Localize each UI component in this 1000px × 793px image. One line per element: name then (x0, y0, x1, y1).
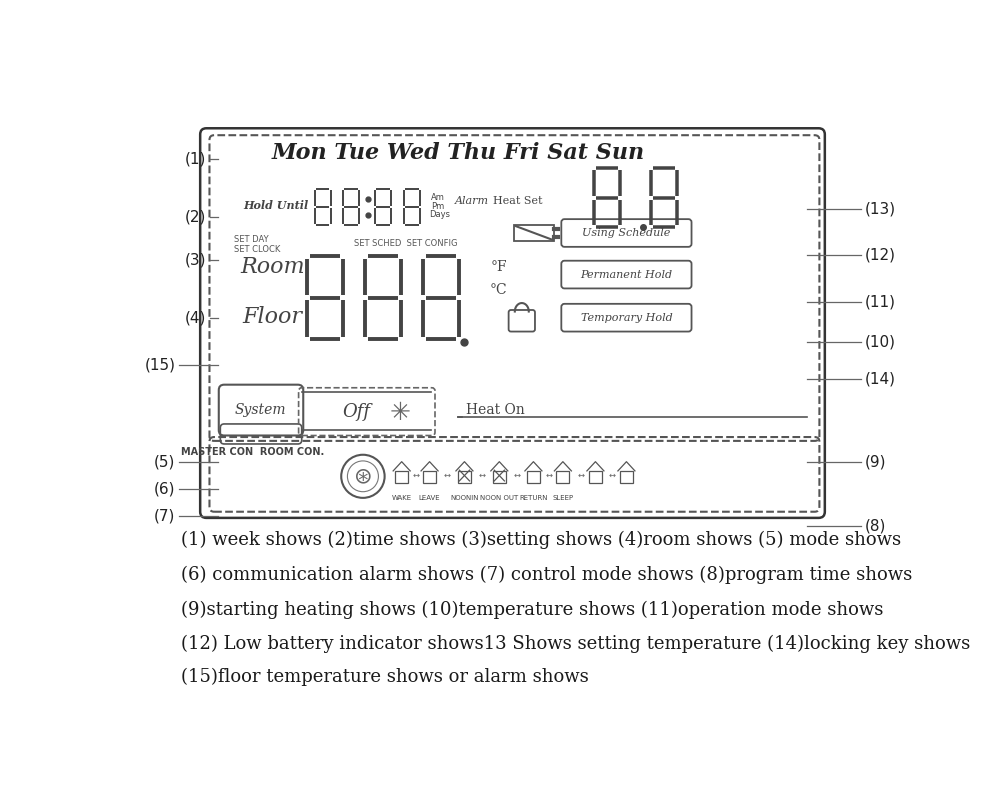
Text: Hold Until: Hold Until (244, 200, 309, 211)
Text: NOON OUT: NOON OUT (480, 495, 518, 501)
Text: (6): (6) (154, 481, 175, 496)
Text: Heat On: Heat On (466, 403, 525, 417)
Text: (1): (1) (185, 151, 206, 167)
Bar (458, 471, 471, 483)
Bar (527, 471, 540, 483)
Text: Mon Tue Wed Thu Fri Sat Sun: Mon Tue Wed Thu Fri Sat Sun (272, 142, 645, 164)
Text: System: System (235, 403, 286, 417)
Text: Days: Days (429, 210, 450, 219)
Text: Am: Am (431, 193, 445, 202)
Text: Alarm: Alarm (454, 197, 488, 206)
Text: ⊛: ⊛ (354, 466, 372, 486)
Text: ↔: ↔ (444, 471, 451, 480)
Text: (12): (12) (865, 247, 896, 262)
Text: (2): (2) (185, 210, 206, 224)
Text: (1) week shows (2)time shows (3)setting shows (4)room shows (5) mode shows: (1) week shows (2)time shows (3)setting … (181, 531, 901, 550)
Text: SET CLOCK: SET CLOCK (234, 245, 280, 254)
Text: MASTER CON  ROOM CON.: MASTER CON ROOM CON. (181, 446, 324, 457)
Text: Permanent Hold: Permanent Hold (580, 270, 672, 280)
Text: (12) Low battery indicator shows13 Shows setting temperature (14)locking key sho: (12) Low battery indicator shows13 Shows… (181, 635, 970, 653)
Text: ↔: ↔ (577, 471, 584, 480)
Text: Heat Set: Heat Set (493, 197, 543, 206)
Text: (9)starting heating shows (10)temperature shows (11)operation mode shows: (9)starting heating shows (10)temperatur… (181, 600, 883, 619)
Bar (423, 471, 436, 483)
Text: WAKE: WAKE (392, 495, 412, 501)
Text: (4): (4) (185, 311, 206, 326)
Text: NOONIN: NOONIN (450, 495, 479, 501)
Text: ↔: ↔ (479, 471, 486, 480)
Text: (8): (8) (865, 518, 887, 533)
Bar (589, 471, 602, 483)
Bar (395, 471, 408, 483)
Text: (3): (3) (185, 252, 206, 267)
Text: SLEEP: SLEEP (552, 495, 573, 501)
Text: (6) communication alarm shows (7) control mode shows (8)program time shows: (6) communication alarm shows (7) contro… (181, 565, 912, 584)
Bar (514, 224, 554, 241)
Text: Temporary Hold: Temporary Hold (581, 312, 672, 323)
Text: Pm: Pm (431, 201, 444, 210)
Text: ↔: ↔ (412, 471, 419, 480)
Text: (15): (15) (144, 358, 175, 373)
Text: Off: Off (342, 403, 370, 420)
Text: ↔: ↔ (545, 471, 552, 480)
Text: (15)floor temperature shows or alarm shows: (15)floor temperature shows or alarm sho… (181, 668, 589, 686)
Text: (9): (9) (865, 454, 887, 469)
Text: SET SCHED  SET CONFIG: SET SCHED SET CONFIG (354, 239, 457, 248)
Text: ↔: ↔ (514, 471, 521, 480)
Text: Using Schedule: Using Schedule (582, 228, 671, 238)
Text: (11): (11) (865, 294, 896, 309)
Text: (10): (10) (865, 335, 896, 350)
Text: ✳: ✳ (390, 401, 411, 425)
Text: RETURN: RETURN (519, 495, 548, 501)
Text: SET DAY: SET DAY (234, 236, 268, 244)
Bar (620, 471, 633, 483)
Text: (14): (14) (865, 372, 896, 387)
Text: (7): (7) (154, 509, 175, 524)
Bar (493, 471, 506, 483)
Text: (5): (5) (154, 454, 175, 469)
Text: °C: °C (490, 283, 507, 297)
Text: ↔: ↔ (608, 471, 615, 480)
Text: °F: °F (490, 260, 507, 274)
Bar (556, 471, 569, 483)
Text: LEAVE: LEAVE (419, 495, 440, 501)
Text: (13): (13) (865, 202, 896, 216)
Text: Room: Room (240, 256, 305, 278)
Text: Floor: Floor (242, 306, 302, 328)
